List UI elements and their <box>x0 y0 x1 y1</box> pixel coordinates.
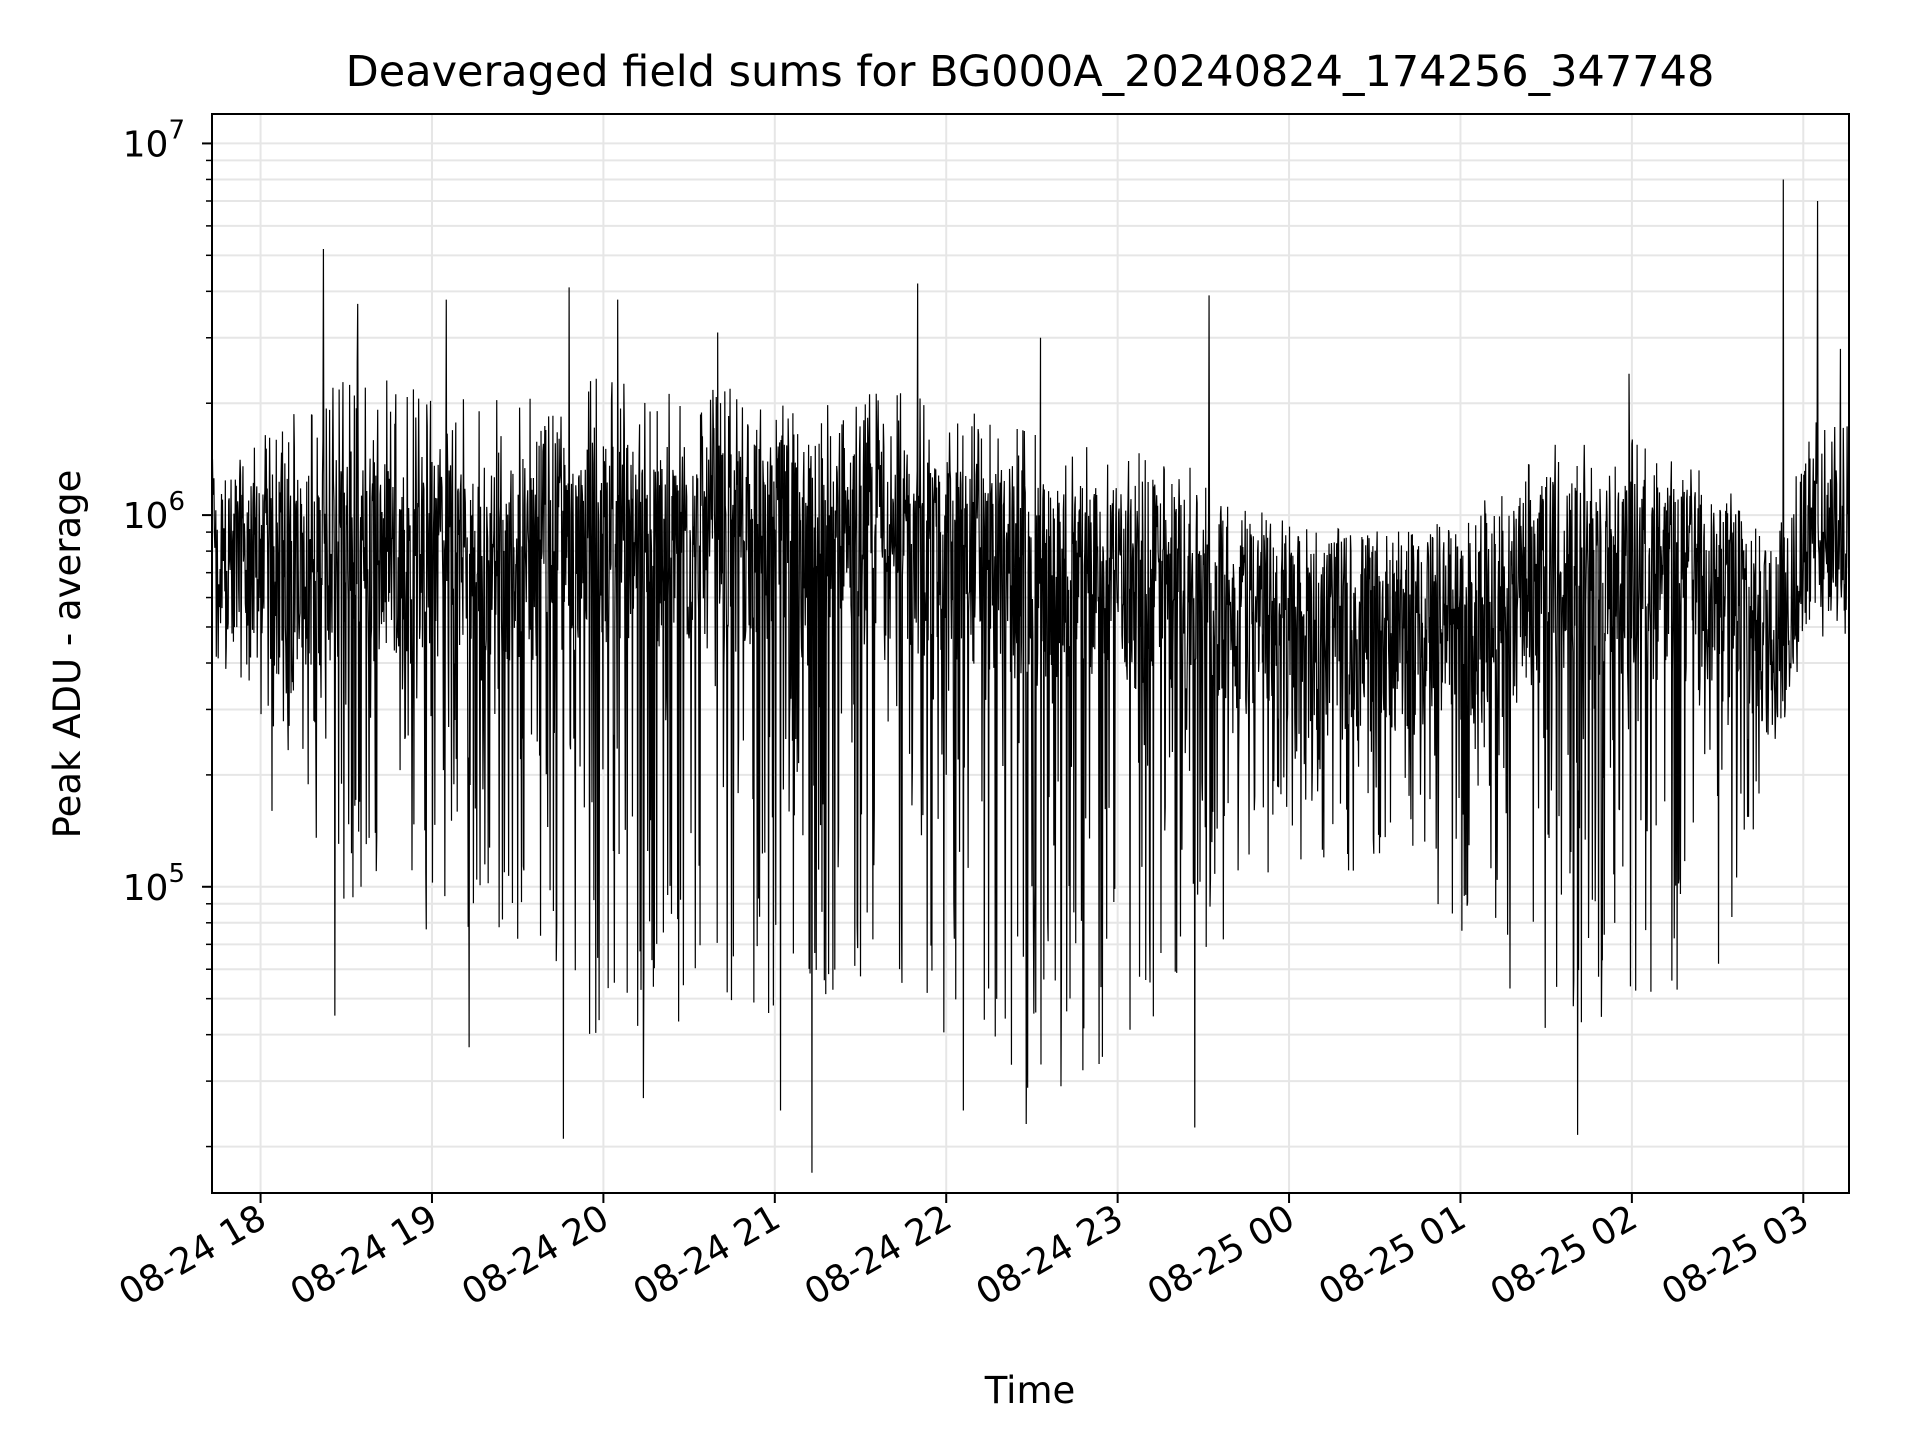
x-axis-label: Time <box>984 1369 1076 1412</box>
plot-frame <box>211 113 1850 1194</box>
y-tick-label: 105 <box>123 859 185 909</box>
data-layer <box>211 179 1850 1173</box>
chart-title: Deaveraged field sums for BG000A_2024082… <box>346 47 1715 97</box>
y-tick-label: 106 <box>123 487 185 537</box>
series-line <box>211 179 1850 1173</box>
y-axis-label: Peak ADU - average <box>46 470 89 839</box>
y-tick-label: 107 <box>123 115 185 165</box>
